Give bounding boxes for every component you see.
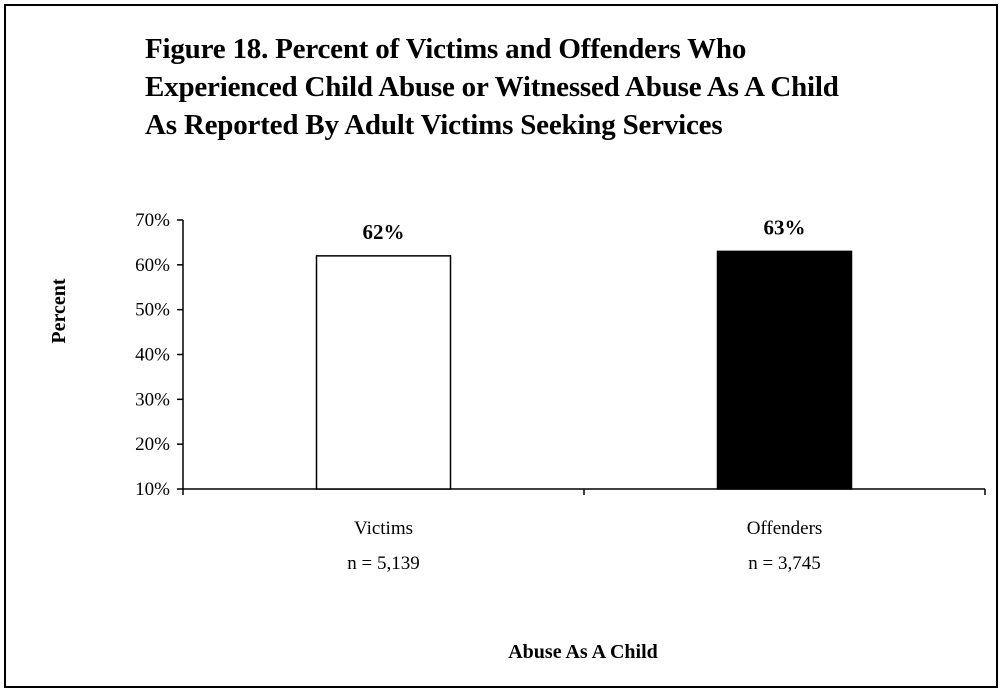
chart-bars: [315, 250, 853, 490]
y-tick-label: 70%: [135, 210, 170, 231]
chart-labels: 62% Victims n = 5,139 63% Offenders n = 3,745: [347, 215, 822, 574]
y-tick-label: 10%: [135, 479, 170, 500]
chart-title-line-3: As Reported By Adult Victims Seeking Ser…: [145, 109, 723, 141]
chart-title-line-2: Experienced Child Abuse or Witnessed Abu…: [145, 71, 839, 103]
y-tick-label: 60%: [135, 255, 170, 276]
y-tick-label: 20%: [135, 434, 170, 455]
y-axis-title: Percent: [48, 278, 70, 343]
chart-axes: 10% 20% 30% 40% 50% 60% 70%: [135, 210, 986, 500]
y-tick-label: 30%: [135, 389, 170, 410]
bar-victims: [315, 255, 452, 490]
x-category-sample-size: n = 3,745: [748, 553, 820, 574]
x-category-label: Victims: [354, 518, 413, 539]
bar-offenders: [716, 250, 853, 490]
x-category-sample-size: n = 5,139: [347, 553, 419, 574]
x-category-label: Offenders: [747, 518, 823, 539]
y-tick-label: 50%: [135, 300, 170, 321]
chart-title-line-1: Figure 18. Percent of Victims and Offend…: [145, 33, 747, 65]
chart-title: Figure 18. Percent of Victims and Offend…: [145, 30, 965, 144]
data-label-victims: 62%: [363, 220, 405, 244]
y-tick-label: 40%: [135, 345, 170, 366]
x-axis-title: Abuse As A Child: [508, 641, 658, 663]
data-label-offenders: 63%: [764, 215, 806, 239]
